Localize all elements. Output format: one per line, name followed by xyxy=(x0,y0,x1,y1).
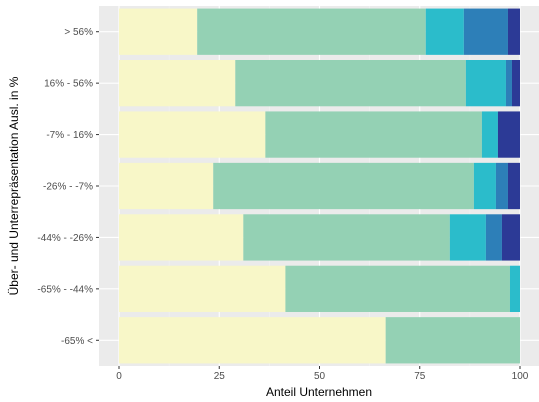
y-tick-label: -65% - -44% xyxy=(37,284,93,295)
x-tick-label: 0 xyxy=(116,371,122,382)
bar-segment-2 xyxy=(243,214,450,261)
bar-segment-5 xyxy=(501,214,520,261)
bar-segment-5 xyxy=(497,111,520,158)
bar-segment-5 xyxy=(507,162,520,210)
bar-segment-2 xyxy=(285,265,510,312)
y-tick-label: -44% - -26% xyxy=(37,233,93,244)
bars xyxy=(119,8,520,364)
bar-segment-1 xyxy=(119,60,236,107)
bar-segment-2 xyxy=(385,317,520,364)
x-tick-label: 50 xyxy=(314,371,326,382)
bar-segment-3 xyxy=(425,8,464,55)
bar-segment-2 xyxy=(235,60,466,107)
bar-segment-1 xyxy=(119,162,214,210)
bar-segment-4 xyxy=(505,60,512,107)
bar-segment-4 xyxy=(463,8,508,55)
bar-segment-1 xyxy=(119,214,244,261)
y-axis-ticks: > 56% 16% - 56% -7% - 16% -26% - -7% -44% - … xyxy=(37,27,99,347)
bar-segment-2 xyxy=(197,8,426,55)
y-tick-label: 16% - 56% xyxy=(44,79,93,90)
bar-segment-3 xyxy=(465,60,506,107)
bar-segment-1 xyxy=(119,8,198,55)
y-tick-label: > 56% xyxy=(64,27,93,38)
bar-segment-2 xyxy=(265,111,482,158)
x-axis-title: Anteil Unternehmen xyxy=(266,385,372,399)
y-axis-title: Über- und Unterrepräsentation Ausl. in % xyxy=(7,76,21,295)
y-tick-label: -65% < xyxy=(61,336,93,347)
bar-segment-3 xyxy=(449,214,486,261)
bar-segment-2 xyxy=(213,162,474,210)
x-axis-ticks: 0 25 50 75 100 xyxy=(116,366,529,382)
bar-segment-1 xyxy=(119,317,386,364)
x-tick-label: 75 xyxy=(414,371,426,382)
bar-segment-4 xyxy=(495,162,508,210)
y-tick-label: -7% - 16% xyxy=(46,130,93,141)
bar-segment-3 xyxy=(509,265,520,312)
x-tick-label: 25 xyxy=(214,371,226,382)
bar-segment-3 xyxy=(473,162,496,210)
bar-segment-1 xyxy=(119,111,266,158)
bar-segment-5 xyxy=(507,8,520,55)
x-tick-label: 100 xyxy=(512,371,529,382)
bar-segment-4 xyxy=(485,214,502,261)
bar-segment-1 xyxy=(119,265,286,312)
bar-segment-3 xyxy=(481,111,498,158)
bar-segment-5 xyxy=(511,60,520,107)
y-tick-label: -26% - -7% xyxy=(43,182,93,193)
